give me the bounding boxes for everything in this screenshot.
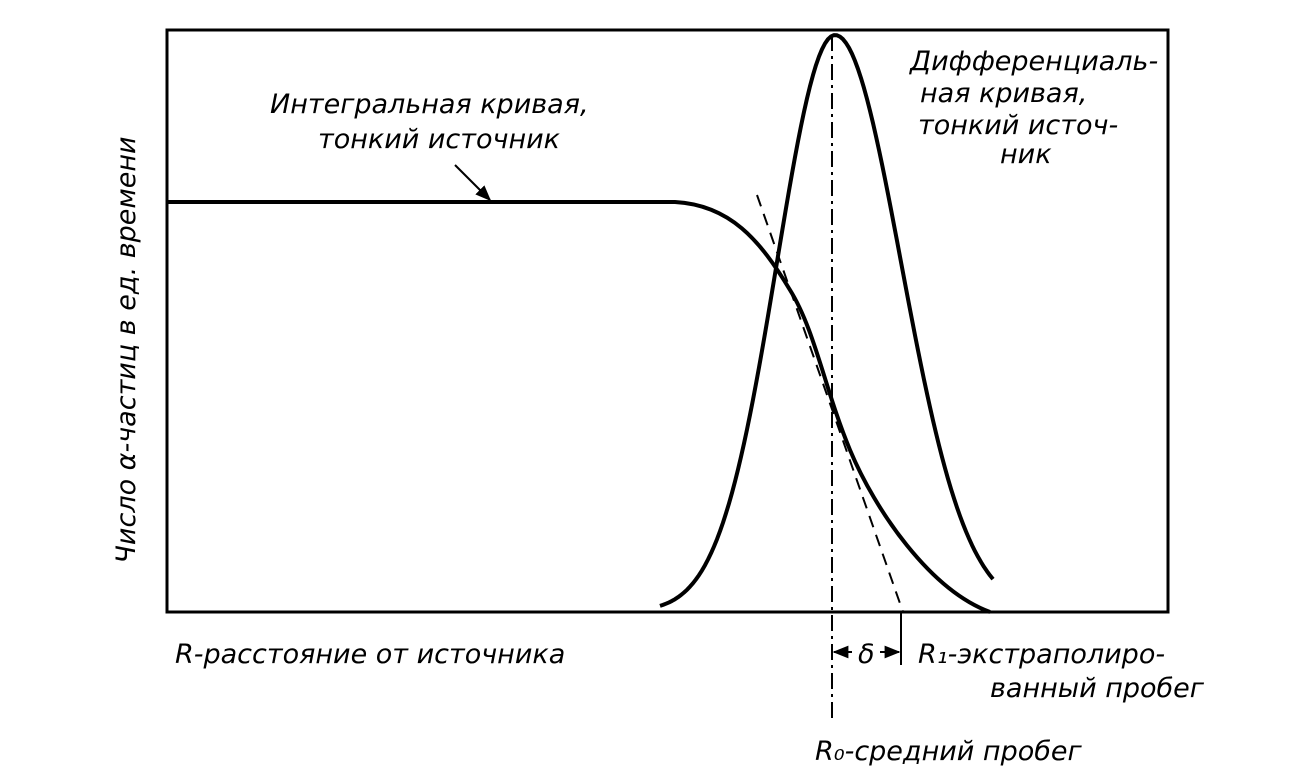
frame: [165, 28, 1170, 614]
tangent-line: [756, 194, 904, 613]
differential-label: ник: [1000, 139, 1052, 170]
y-axis-label: Число α-частиц в ед. времени: [111, 136, 142, 563]
r1-label: R₁-экстраполиро-: [918, 639, 1165, 670]
integral-curve: [167, 200, 991, 614]
integral-label: Интегральная кривая,: [270, 89, 589, 120]
r1-label: ванный пробег: [990, 673, 1205, 704]
r0-label: R₀-средний пробег: [815, 736, 1082, 767]
differential-label: Дифференциаль-: [909, 46, 1158, 77]
differential-curve: [659, 33, 995, 608]
integral-label: тонкий источник: [318, 124, 561, 155]
pointer-arrow: [454, 164, 492, 202]
differential-label: тонкий источ-: [918, 110, 1118, 141]
x-axis-label: R-расстояние от источника: [175, 639, 565, 670]
differential-label: ная кривая,: [920, 78, 1087, 109]
delta-label: δ: [858, 639, 875, 670]
